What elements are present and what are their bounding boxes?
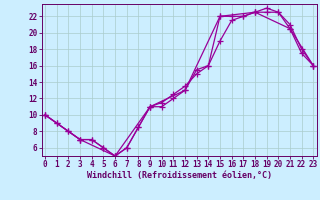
X-axis label: Windchill (Refroidissement éolien,°C): Windchill (Refroidissement éolien,°C) bbox=[87, 171, 272, 180]
